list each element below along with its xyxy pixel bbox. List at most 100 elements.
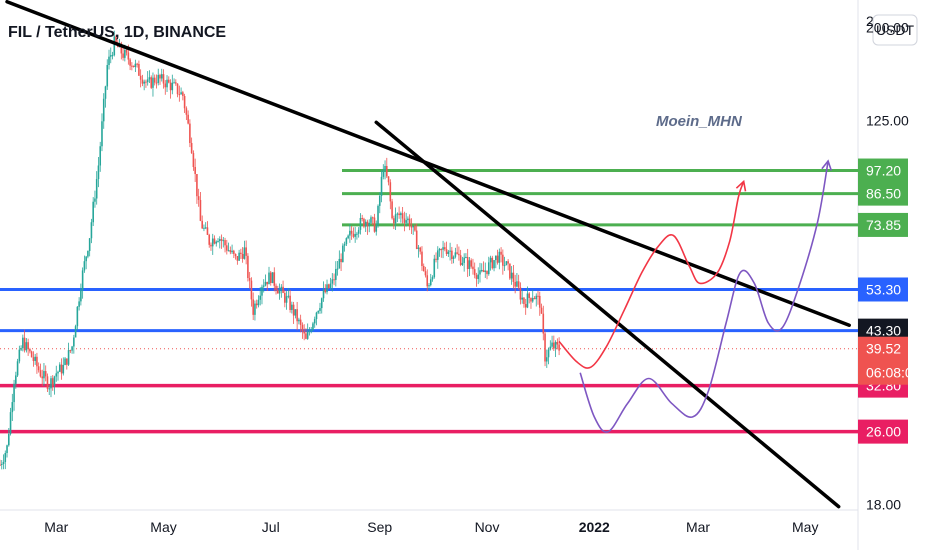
- time-tick-label: Mar: [686, 519, 710, 535]
- candle-body: [220, 239, 223, 241]
- candle-body: [245, 247, 247, 256]
- candle-body: [240, 252, 242, 254]
- projection-path-purple[interactable]: [579, 160, 829, 433]
- candle-body: [22, 337, 24, 349]
- candle-body: [292, 304, 295, 316]
- candle: [92, 197, 94, 227]
- candle: [370, 215, 372, 225]
- candle-body: [7, 433, 10, 446]
- candle-body: [514, 281, 516, 287]
- candle-body: [9, 412, 12, 434]
- time-tick-label: Mar: [44, 519, 68, 535]
- time-tick-label: Nov: [475, 519, 500, 535]
- candle: [273, 267, 276, 292]
- candle: [162, 69, 165, 89]
- candle-body: [414, 226, 416, 231]
- candle-body: [417, 247, 420, 249]
- candle: [83, 255, 86, 273]
- candle: [352, 227, 355, 239]
- candle: [20, 345, 22, 352]
- candle: [500, 247, 502, 263]
- candle-body: [313, 319, 316, 324]
- candle: [159, 73, 161, 85]
- candle-body: [113, 36, 116, 56]
- candle-body: [356, 233, 358, 235]
- candle-body: [558, 344, 560, 351]
- time-axis[interactable]: Mar May Jul Sep Nov 2022 Mar May: [44, 519, 818, 535]
- candle-body: [109, 55, 112, 57]
- level-badge-26-00-bg: [858, 419, 908, 444]
- candle: [433, 254, 436, 279]
- candle: [544, 331, 546, 367]
- candle-body: [303, 331, 305, 334]
- candle: [44, 365, 47, 382]
- projection-path-red[interactable]: [558, 181, 745, 369]
- projection-path-red-arrowhead: [735, 179, 747, 192]
- candle-body: [315, 312, 318, 320]
- candle: [514, 274, 516, 294]
- candle-body: [106, 64, 109, 87]
- candle: [305, 328, 307, 340]
- candle: [62, 357, 65, 376]
- candle-body: [69, 350, 72, 352]
- candle: [11, 393, 14, 421]
- candle: [143, 79, 145, 91]
- candle: [507, 259, 509, 271]
- candle-body: [234, 253, 237, 257]
- price-axis[interactable]: 200.00 125.00 18.00: [866, 20, 909, 513]
- candle-body: [76, 306, 79, 327]
- candle: [95, 171, 98, 205]
- currency-button[interactable]: USDT: [872, 14, 918, 46]
- candle: [375, 220, 378, 236]
- candle: [43, 362, 45, 387]
- candle: [542, 305, 545, 341]
- trendline-2[interactable]: [374, 120, 841, 509]
- candle: [458, 246, 460, 261]
- candle-body: [433, 258, 436, 278]
- candle: [264, 274, 267, 287]
- candle: [347, 234, 349, 240]
- candle-body: [153, 77, 156, 83]
- candle: [218, 236, 221, 249]
- candle-body: [535, 295, 538, 300]
- candle: [190, 137, 193, 154]
- candle: [88, 237, 91, 257]
- candle: [324, 284, 327, 294]
- candle-body: [254, 303, 256, 315]
- candle: [410, 218, 413, 234]
- candle-body: [194, 166, 196, 175]
- candle-body: [338, 258, 341, 269]
- candle-body: [465, 256, 467, 258]
- candle: [310, 326, 313, 334]
- candle-body: [41, 376, 43, 379]
- candle-body: [97, 165, 100, 180]
- candle: [312, 321, 314, 332]
- candle-body: [312, 323, 314, 331]
- candle: [241, 247, 244, 263]
- candle: [261, 284, 263, 305]
- candle-body: [377, 205, 379, 227]
- candle: [421, 246, 423, 271]
- candle-body: [482, 269, 485, 273]
- candle-body: [486, 270, 488, 275]
- candle: [363, 217, 365, 229]
- candle: [58, 362, 61, 373]
- candle-body: [349, 230, 351, 236]
- candle: [461, 256, 464, 266]
- candle-body: [27, 342, 29, 350]
- candle: [535, 293, 538, 307]
- candle: [48, 384, 51, 395]
- candle-body: [227, 250, 230, 252]
- projection-paths-layer[interactable]: [558, 159, 833, 433]
- candle: [157, 68, 160, 86]
- last-price-badge-label: 39.52: [866, 341, 901, 357]
- candle: [226, 239, 228, 255]
- candle: [435, 252, 437, 263]
- candle: [396, 212, 399, 223]
- candle: [466, 248, 469, 277]
- candle-body: [264, 281, 267, 286]
- candle: [132, 65, 135, 68]
- trendlines-layer[interactable]: [5, 0, 851, 509]
